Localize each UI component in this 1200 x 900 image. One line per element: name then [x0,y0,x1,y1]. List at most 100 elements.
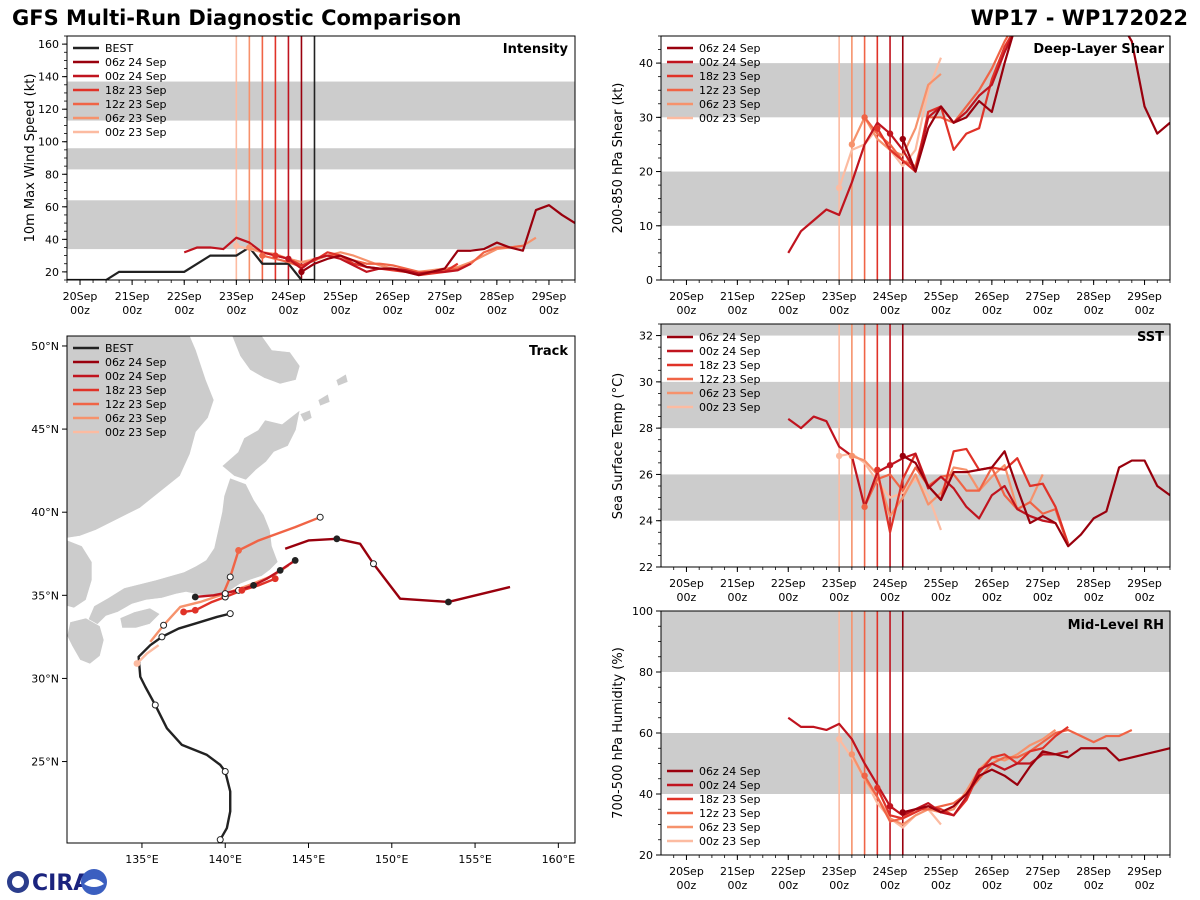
legend-run-label: 06z 24 Sep [699,42,761,55]
legend-run-label: 06z 24 Sep [105,56,167,69]
rh-x-tick-label: 00z [1033,879,1053,892]
legend-run-label: 06z 23 Sep [105,112,167,125]
legend-run-label: 06z 24 Sep [699,765,761,778]
sst-x-tick-label: 29Sep [1127,577,1162,590]
rh-x-tick-label: 29Sep [1127,865,1162,878]
track-point-open [221,590,229,598]
intensity-x-tick-label: 27Sep [427,290,462,303]
sst-series-3 [863,466,1070,547]
shear-x-tick-label: 00z [931,304,951,317]
intensity-series-0 [300,204,575,277]
intensity-y-tick-label: 60 [45,201,59,214]
rh-plot-area [661,611,1170,855]
legend-run-label: 18z 23 Sep [699,70,761,83]
intensity-init-marker-5 [233,242,240,250]
track-x-tick-label: 160°E [542,853,575,866]
logo-text: CIRA [32,871,90,896]
track-point-filled [250,581,257,589]
intensity-y-tick-label: 80 [45,168,59,181]
intensity-init-marker-4 [246,244,253,251]
sst-init-marker-3 [861,503,868,511]
legend-run-label: 06z 24 Sep [105,356,167,369]
sst-x-tick-label: 25Sep [924,577,959,590]
sst-init-marker-4 [848,452,856,460]
track-x-tick-label: 135°E [125,853,158,866]
rh-x-tick-label: 00z [727,879,747,892]
intensity-y-tick-label: 20 [45,266,59,279]
legend-run-label: 18z 23 Sep [699,359,761,372]
shear-x-tick-label: 00z [778,304,798,317]
sst-y-axis-label: Sea Surface Temp (°C) [611,373,626,520]
legend-run-label: 06z 24 Sep [699,331,761,344]
track-point-filled [133,660,141,667]
sst-init-marker-5 [835,452,843,460]
legend-run-label: 12z 23 Sep [105,98,167,111]
shear-series-2 [876,36,1013,173]
intensity-x-tick-label: 00z [122,304,142,317]
shear-series-0 [901,36,1170,173]
sst-init-marker-0 [899,452,906,460]
sst-x-tick-label: 00z [1135,591,1155,604]
rh-init-marker-0 [899,809,906,816]
legend-run-label: 12z 23 Sep [105,398,167,411]
sst-init-marker-1 [886,461,894,469]
rh-x-tick-label: 00z [982,879,1002,892]
sst-y-tick-label: 30 [639,376,653,389]
shear-x-tick-label: 00z [727,304,747,317]
shear-x-tick-label: 29Sep [1127,290,1162,303]
shear-band-1 [661,63,1170,118]
rh-x-tick-label: 25Sep [924,865,959,878]
rh-series-1 [787,716,1069,817]
shear-y-tick-label: 20 [639,166,653,179]
rh-series-0 [902,747,1170,814]
sst-y-tick-label: 22 [639,561,653,574]
rh-x-tick-label: 00z [829,879,849,892]
legend-run-label: 00z 24 Sep [699,779,761,792]
sst-panel: 22242628303220Sep00z21Sep00z22Sep00z23Se… [611,323,1171,604]
track-point-filled [276,566,284,574]
rh-x-tick-label: 00z [677,879,697,892]
intensity-x-tick-label: 24Sep [271,290,306,303]
track-panel: 135°E 140°E 145°E 150°E 155°E 160°E 25°N 30°N 35… [31,335,576,866]
shear-x-tick-label: 00z [1084,304,1104,317]
sst-series-2 [876,447,1070,545]
rh-x-tick-label: 28Sep [1076,865,1111,878]
rh-band-1 [661,611,1170,672]
intensity-x-tick-label: 23Sep [219,290,254,303]
legend-run-label: 00z 23 Sep [699,835,761,848]
intensity-init-marker-2 [272,252,279,259]
shear-y-tick-label: 0 [646,274,653,287]
intensity-x-tick-label: 00z [279,304,299,317]
land-masses [67,336,511,843]
legend-run-label: 00z 23 Sep [699,112,761,125]
shear-init-marker-4 [848,141,856,148]
track-point-filled [235,547,242,554]
track-best-point [158,633,166,641]
sst-band-2 [661,324,1170,336]
track-series-5 [136,644,160,665]
shear-x-tick-label: 26Sep [974,290,1009,303]
shear-panel: 01020304020Sep00z21Sep00z22Sep00z23Sep00… [611,35,1171,317]
track-x-tick-label: 145°E [292,853,325,866]
shear-x-tick-label: 00z [982,304,1002,317]
track-point-open [226,573,234,581]
rh-y-tick-label: 20 [639,849,653,862]
shear-y-axis-label: 200-850 hPa Shear (kt) [611,83,626,234]
intensity-y-tick-label: 120 [38,103,59,116]
shear-y-tick-label: 40 [639,57,653,70]
track-point-filled [271,575,279,583]
track-best-point [226,610,234,618]
shear-x-tick-label: 22Sep [771,290,806,303]
rh-x-tick-label: 00z [931,879,951,892]
sst-x-tick-label: 23Sep [822,577,857,590]
shear-x-tick-label: 00z [1135,304,1155,317]
rh-y-tick-label: 40 [639,788,653,801]
legend-run-label: 00z 24 Sep [699,56,761,69]
intensity-y-tick-label: 160 [38,38,59,51]
legend-run-label: 06z 23 Sep [699,387,761,400]
sst-init-marker-2 [874,466,881,473]
legend-run-label: 06z 23 Sep [699,821,761,834]
track-x-tick-label: 140°E [209,853,242,866]
